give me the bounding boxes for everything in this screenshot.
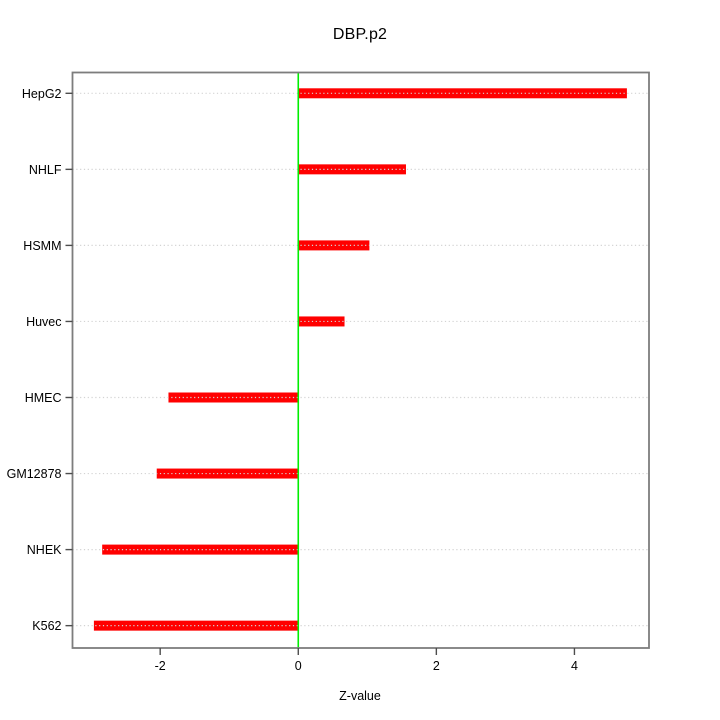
y-tick-label-gm12878: GM12878 (7, 467, 62, 481)
bar-gm12878 (156, 468, 299, 479)
y-tick-label-hepg2: HepG2 (22, 87, 62, 101)
bar-nhek (102, 544, 299, 555)
y-tick-label-hsmm: HSMM (23, 239, 61, 253)
x-axis-title: Z-value (339, 689, 381, 703)
bar-hepg2 (298, 88, 627, 99)
plot-box (71, 71, 650, 649)
y-tick-label-nhek: NHEK (27, 543, 62, 557)
bar-huvec (298, 316, 345, 327)
y-tick-label-k562: K562 (32, 619, 61, 633)
y-tick-label-huvec: Huvec (26, 315, 61, 329)
x-tick-label-0: 0 (295, 659, 302, 673)
bar-k562 (93, 620, 299, 631)
y-tick-label-hmec: HMEC (25, 391, 62, 405)
bar-hmec (168, 392, 299, 403)
x-tick-label-2: 2 (433, 659, 440, 673)
y-tick-label-nhlf: NHLF (29, 163, 62, 177)
chart-title: DBP.p2 (332, 26, 388, 43)
x-tick-label-4: 4 (571, 659, 578, 673)
x-tick-label--2: -2 (155, 659, 166, 673)
bar-nhlf (298, 164, 406, 175)
bar-hsmm (298, 240, 370, 251)
